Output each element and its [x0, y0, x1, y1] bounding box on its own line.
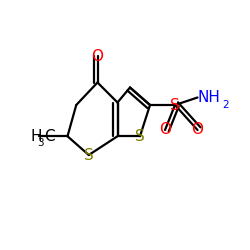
Text: 2: 2	[222, 100, 228, 110]
Text: O: O	[159, 122, 171, 138]
Text: O: O	[192, 122, 203, 138]
Text: S: S	[170, 98, 180, 112]
Text: 3: 3	[38, 138, 44, 148]
Text: S: S	[84, 148, 94, 162]
Text: NH: NH	[198, 90, 220, 105]
Text: C: C	[44, 129, 54, 144]
Text: H: H	[30, 129, 42, 144]
Text: O: O	[92, 49, 104, 64]
Text: S: S	[135, 129, 145, 144]
